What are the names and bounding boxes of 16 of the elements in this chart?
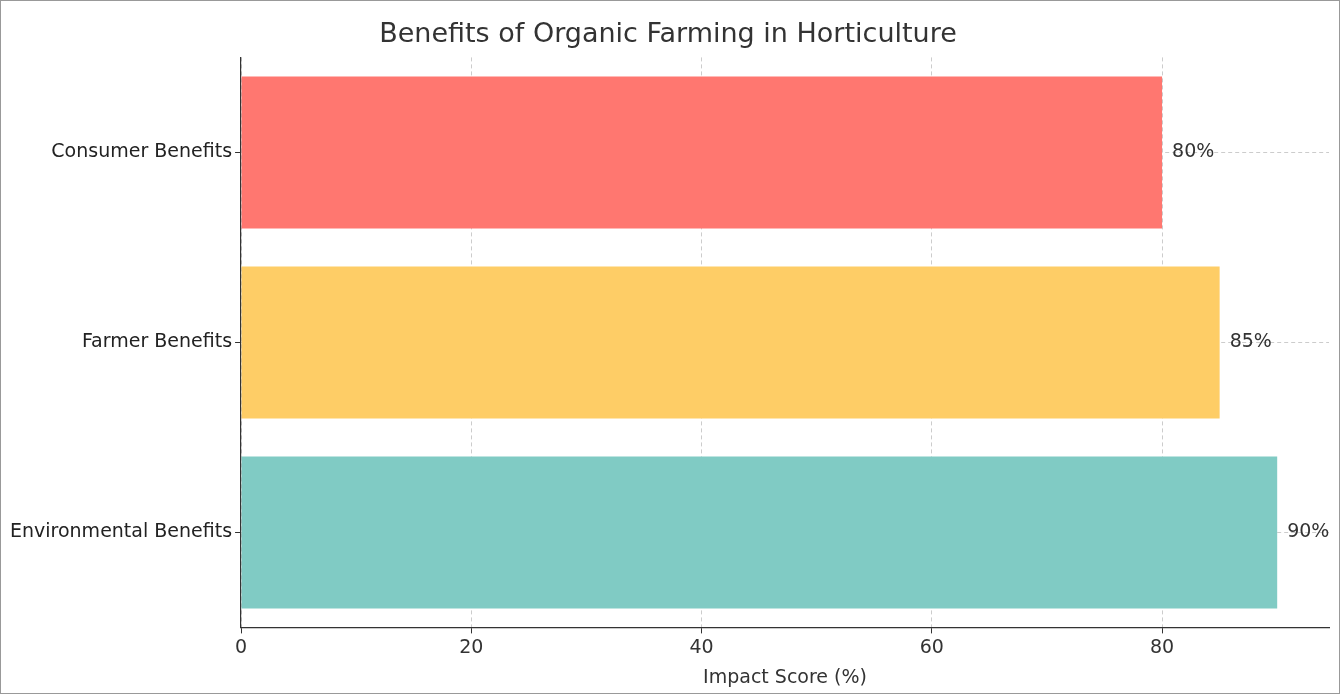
bar	[241, 456, 1278, 609]
data-label: 85%	[1229, 329, 1272, 352]
data-label: 90%	[1287, 519, 1330, 542]
y-tick-label: Consumer Benefits	[51, 139, 233, 162]
x-tick-label: 0	[235, 634, 248, 657]
data-label: 80%	[1172, 139, 1215, 162]
x-tick-label: 40	[689, 634, 714, 657]
y-tick-label: Farmer Benefits	[81, 329, 233, 352]
bar	[241, 76, 1163, 229]
bar	[241, 266, 1220, 419]
chart-title: Benefits of Organic Farming in Horticulture	[379, 17, 957, 49]
x-axis-title: Impact Score (%)	[703, 664, 867, 687]
y-tick-label: Environmental Benefits	[9, 519, 233, 542]
x-tick-label: 60	[919, 634, 944, 657]
x-tick-label: 80	[1149, 634, 1175, 657]
x-tick-label: 20	[459, 634, 484, 657]
